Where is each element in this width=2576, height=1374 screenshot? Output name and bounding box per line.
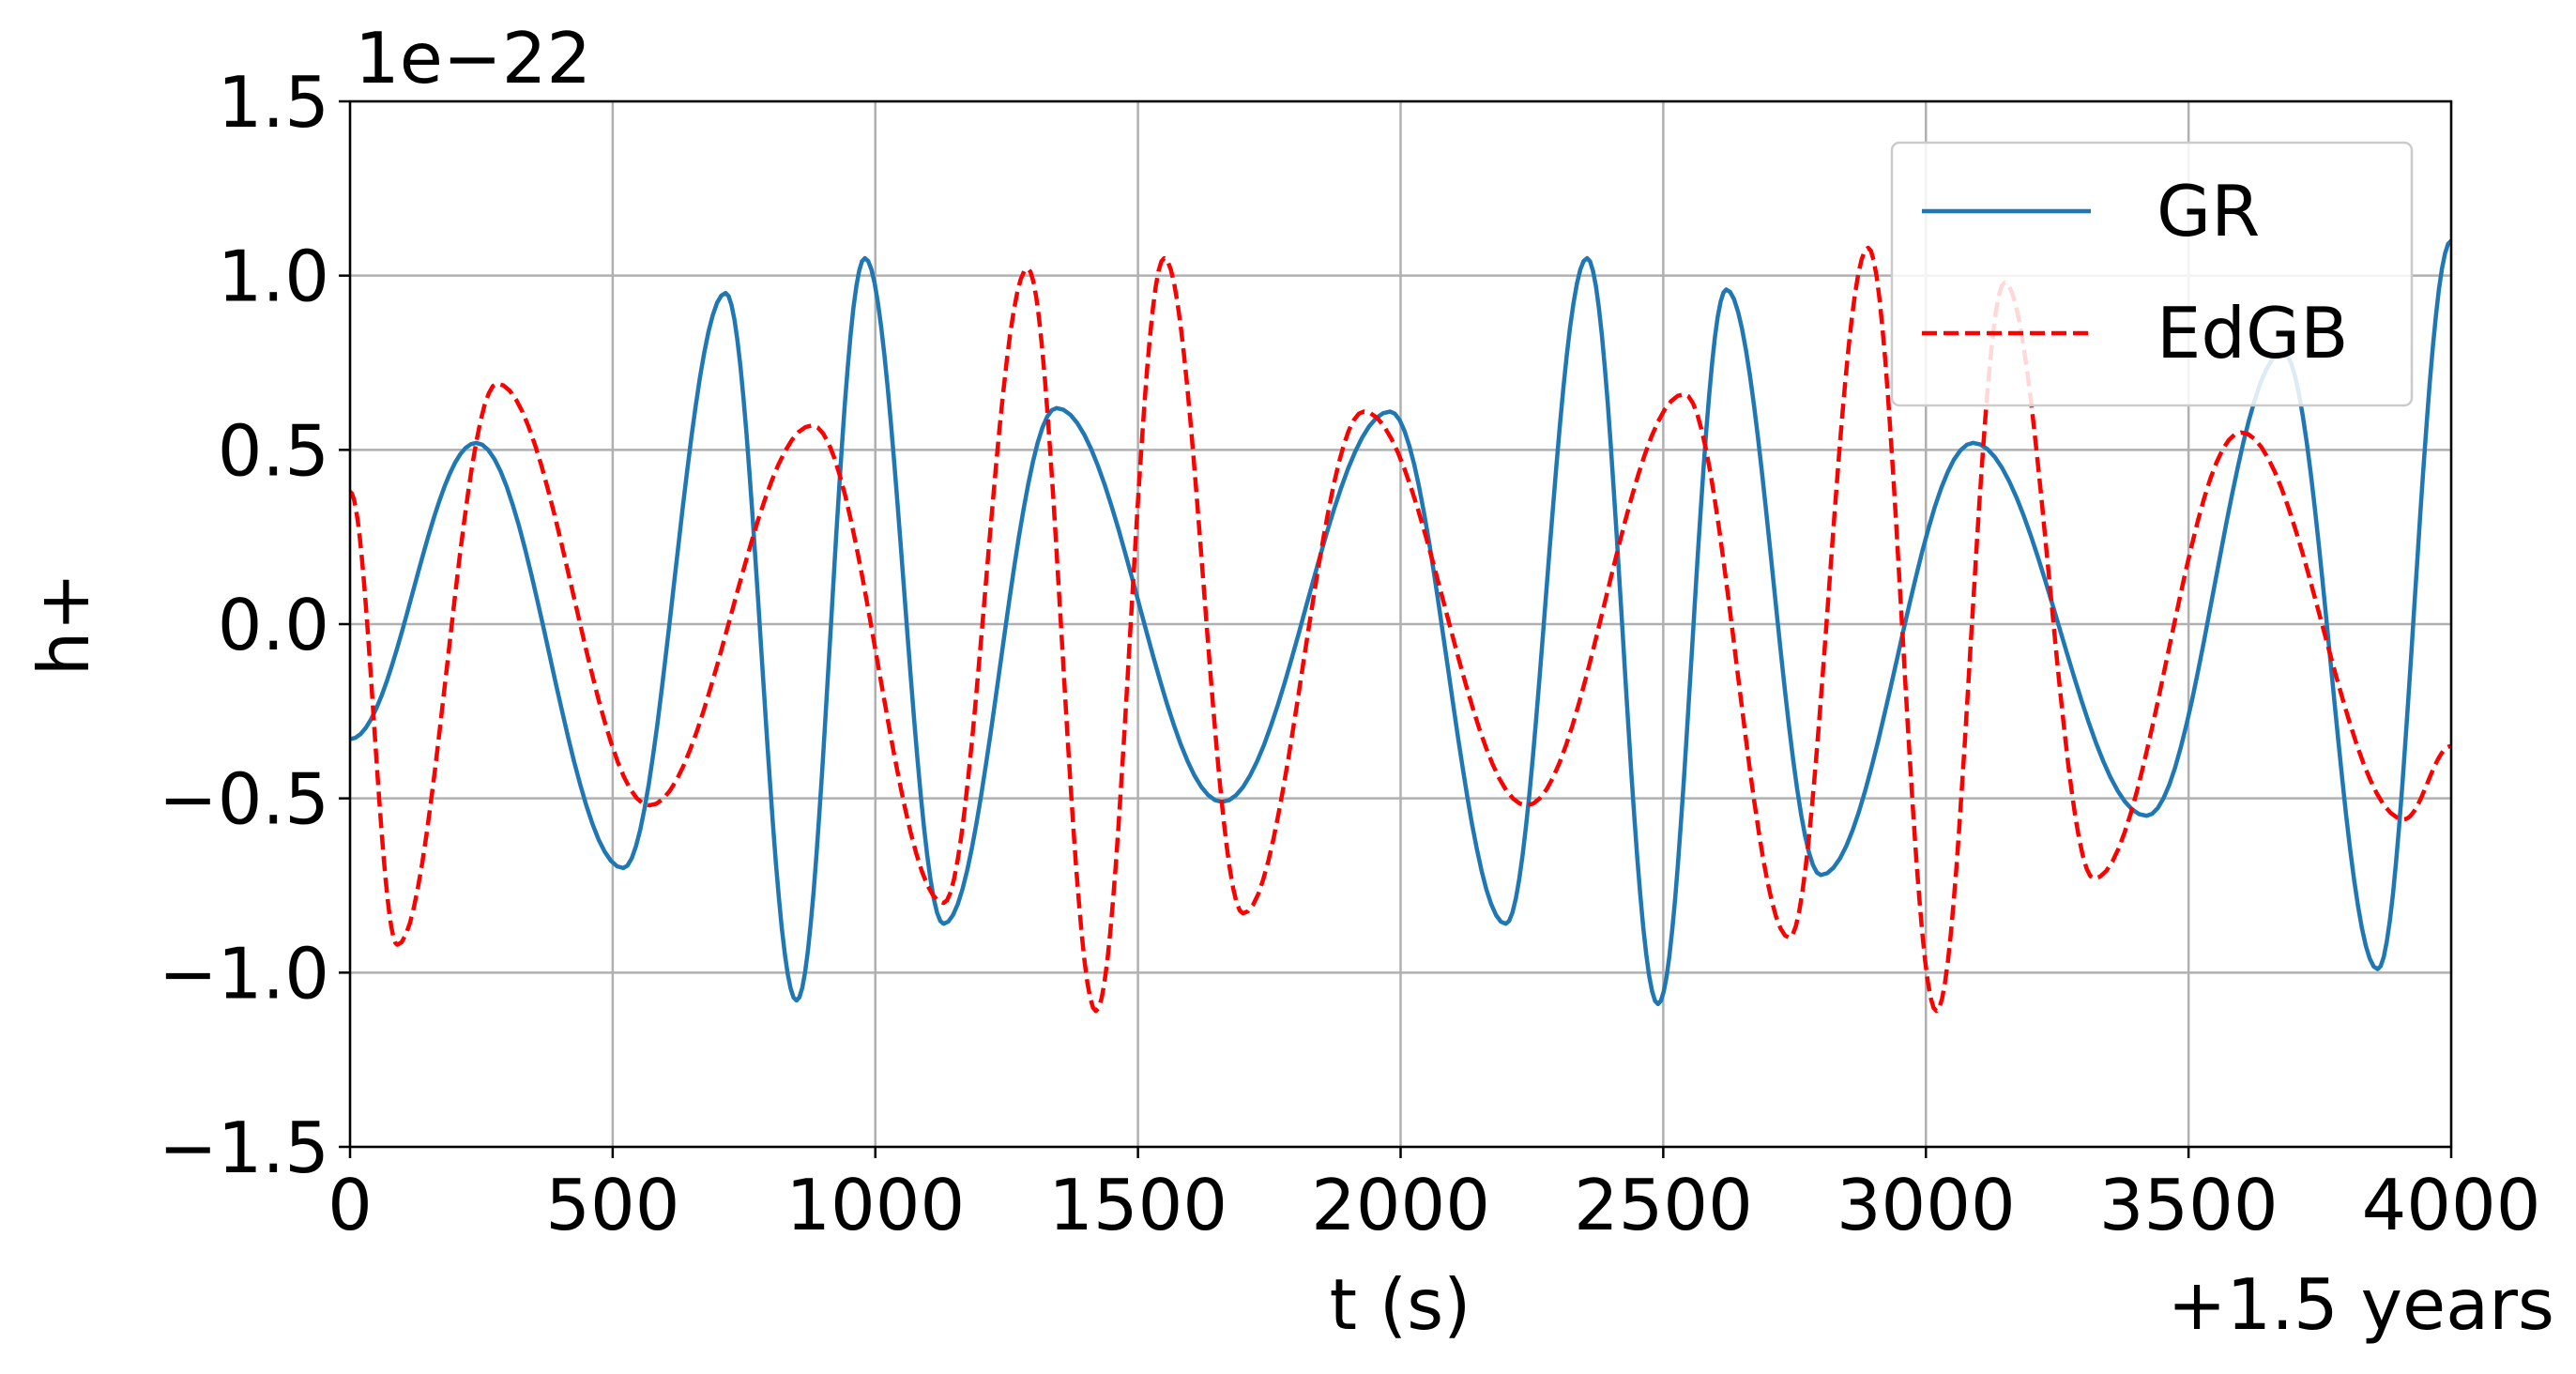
x-offset-label: +1.5 years xyxy=(2168,1263,2554,1346)
legend: GR EdGB xyxy=(1890,141,2414,407)
y-tick-label: −1.0 xyxy=(159,932,329,1015)
y-scale-label: 1e−22 xyxy=(355,17,591,99)
y-tick-label: 0.5 xyxy=(218,409,329,492)
plot-area xyxy=(350,238,2451,1014)
x-tick-label: 500 xyxy=(545,1164,679,1246)
x-tick-label: 0 xyxy=(328,1164,373,1246)
x-tick-label: 3500 xyxy=(2099,1164,2279,1246)
x-tick-label: 2000 xyxy=(1311,1164,1490,1246)
x-tick-label: 2500 xyxy=(1574,1164,1753,1246)
series-line-edgb xyxy=(350,245,2451,1014)
x-tick-label: 1000 xyxy=(785,1164,965,1246)
y-axis-label: h+ xyxy=(23,572,105,676)
series-line-gr xyxy=(350,238,2451,1007)
y-tick-label: 0.0 xyxy=(218,584,329,666)
x-axis-label: t (s) xyxy=(1330,1263,1471,1346)
x-tick-label: 3000 xyxy=(1837,1164,2016,1246)
ticks: 0 500 1000 1500 2000 2500 3000 3500 4000 −1.5 −1.0… xyxy=(159,61,2541,1246)
y-tick-label: −0.5 xyxy=(159,758,329,841)
x-tick-label: 4000 xyxy=(2362,1164,2541,1246)
y-tick-label: −1.5 xyxy=(159,1107,329,1189)
legend-label-gr: GR xyxy=(2157,170,2260,252)
y-tick-label: 1.5 xyxy=(218,61,329,144)
x-tick-label: 1500 xyxy=(1048,1164,1227,1246)
legend-label-edgb: EdGB xyxy=(2157,292,2349,374)
legend-box xyxy=(1890,141,2414,407)
y-tick-label: 1.0 xyxy=(218,236,329,318)
